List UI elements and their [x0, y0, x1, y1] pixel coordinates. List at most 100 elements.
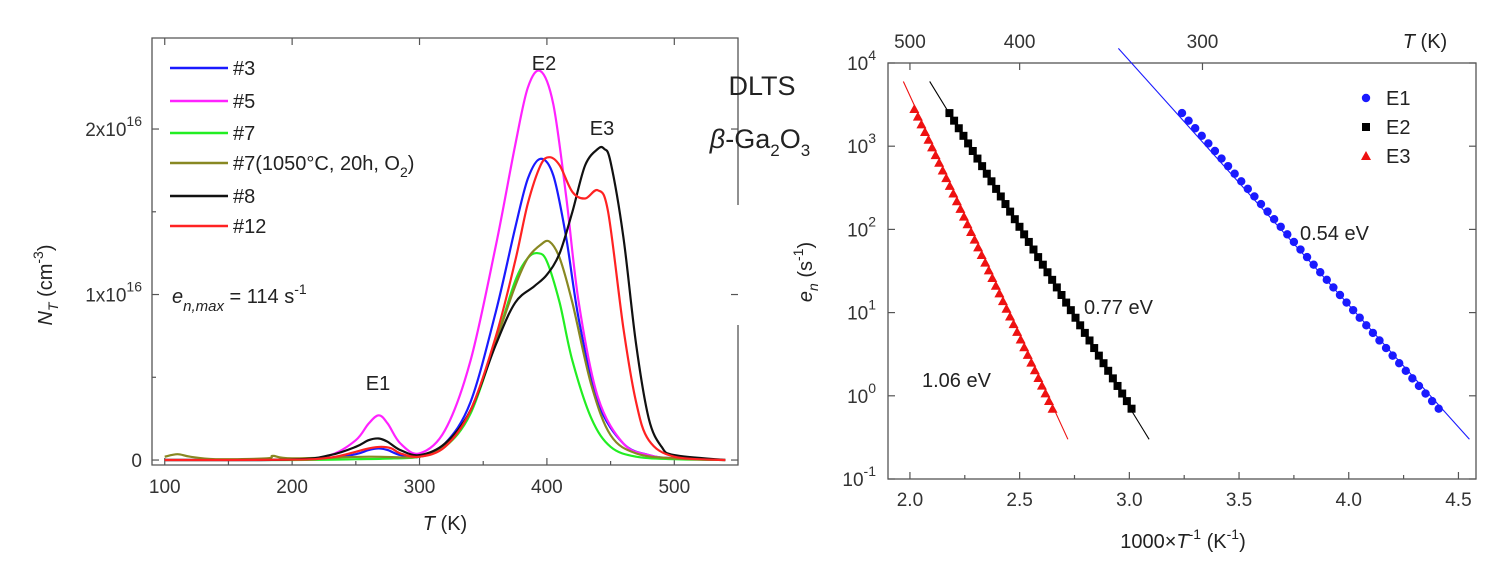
annotation-e-n-max: en,max = 114 s-1 [172, 281, 307, 315]
data-point-e3 [955, 203, 966, 213]
data-point-e3 [969, 234, 980, 244]
data-point-e2 [973, 154, 982, 163]
data-point-e3 [1029, 365, 1040, 375]
data-point-e3 [973, 242, 984, 252]
data-point-e3 [976, 249, 987, 259]
data-point-e3 [962, 219, 973, 229]
data-point-e2 [1024, 237, 1033, 246]
data-point-e3 [1022, 349, 1033, 359]
data-point-e2 [1118, 389, 1127, 398]
data-point-e2 [1038, 260, 1047, 269]
right-y-axis-label: en (s-1) [790, 242, 821, 302]
right-x-tick-label: 2.0 [897, 490, 923, 511]
legend-entry: #7(1050°C, 20h, O2) [170, 153, 414, 180]
data-point-e1 [1414, 381, 1424, 391]
left-x-tick-label: 100 [149, 477, 181, 498]
data-point-e2 [1076, 321, 1085, 330]
left-y-tick-label: 1x1016 [85, 279, 142, 307]
right-top-tick-label: 400 [1004, 32, 1036, 53]
data-point-e2 [950, 116, 959, 125]
data-point-e1 [1309, 260, 1318, 269]
data-point-e3 [919, 127, 930, 137]
legend-entry: #12 [170, 216, 266, 238]
right-x-tick-label: 4.0 [1336, 490, 1362, 511]
left-x-tick-label: 300 [404, 477, 436, 498]
series-line--5 [164, 69, 726, 462]
data-point-e3 [927, 142, 938, 152]
right-top-axis-label: T (K) [1403, 31, 1447, 53]
data-point-e1 [1283, 230, 1292, 239]
data-point-e1 [1395, 359, 1404, 368]
legend-label: #12 [233, 216, 266, 238]
data-point-e2 [954, 124, 963, 133]
data-point-e3 [994, 288, 1005, 298]
data-point-e3 [951, 196, 962, 206]
right-x-tick-label: 3.5 [1226, 490, 1252, 511]
data-point-e3 [997, 296, 1008, 306]
right-data-points [909, 103, 1443, 413]
right-x-tick-label: 3.0 [1116, 490, 1142, 511]
data-point-e1 [1302, 252, 1312, 262]
data-point-e3 [1047, 403, 1058, 413]
data-point-e1 [1296, 245, 1305, 254]
data-point-e3 [980, 257, 991, 267]
data-point-e1 [1368, 328, 1378, 338]
peak-label-e1: E1 [366, 373, 390, 395]
data-point-e1 [1223, 161, 1233, 171]
data-point-e2 [1043, 268, 1052, 277]
data-point-e1 [1256, 199, 1266, 209]
data-point-e3 [1036, 380, 1047, 390]
data-point-e3 [937, 165, 948, 175]
data-point-e3 [1044, 396, 1055, 406]
data-point-e3 [1008, 319, 1019, 329]
data-point-e1 [1184, 116, 1193, 125]
data-point-e2 [959, 131, 968, 140]
legend-label: #3 [233, 58, 255, 80]
data-point-e2 [1104, 366, 1113, 375]
legend-entry: E1 [1361, 88, 1410, 110]
right-x-tick-label: 4.5 [1445, 490, 1471, 511]
data-point-e2 [1001, 200, 1010, 209]
series-line--8 [164, 145, 726, 462]
right-x-tick-label: 2.5 [1006, 490, 1032, 511]
legend-label: #7(1050°C, 20h, O2) [233, 153, 414, 180]
data-point-e3 [912, 111, 923, 121]
data-point-e2 [1048, 275, 1057, 284]
legend-entry: E2 [1362, 117, 1410, 139]
data-point-e1 [1401, 366, 1410, 375]
data-point-e1 [1329, 283, 1338, 292]
legend-label: E1 [1386, 88, 1410, 110]
legend-entry: #8 [170, 186, 255, 208]
data-point-e2 [1085, 336, 1094, 345]
data-point-e3 [966, 226, 977, 236]
right-y-tick-label: 103 [847, 130, 876, 158]
right-plot-frame [887, 62, 1477, 480]
left-y-tick-label: 2x1016 [85, 113, 142, 141]
data-point-e3 [990, 280, 1001, 290]
left-y-axis-label: NT (cm-3) [30, 244, 61, 325]
data-point-e3 [909, 103, 920, 113]
data-point-e3 [934, 157, 945, 167]
data-point-e1 [1197, 131, 1206, 141]
legend-label: E2 [1386, 117, 1410, 139]
data-point-e3 [1019, 342, 1030, 352]
data-point-e1 [1217, 154, 1226, 163]
data-point-e1 [1348, 305, 1358, 315]
data-point-e2 [1127, 404, 1136, 413]
legend-marker [1362, 123, 1370, 131]
legend-entry: #3 [170, 58, 255, 80]
data-point-e1 [1362, 321, 1371, 330]
left-y-ticks: 0 1x1016 2x1016 [85, 113, 738, 472]
right-y-ticks: 10-1 100 101 102 103 104 [842, 47, 1476, 491]
right-y-tick-label: 104 [847, 47, 876, 75]
data-point-e3 [1012, 326, 1023, 336]
right-y-tick-label: 102 [847, 213, 876, 241]
data-point-e3 [1015, 334, 1026, 344]
data-point-e2 [1006, 207, 1015, 216]
data-point-e2 [1108, 374, 1117, 383]
left-plot-frame [151, 37, 739, 466]
data-point-e1 [1375, 336, 1384, 345]
data-point-e3 [987, 273, 998, 283]
right-top-tick-label: 500 [894, 32, 926, 53]
data-point-e1 [1276, 222, 1285, 231]
